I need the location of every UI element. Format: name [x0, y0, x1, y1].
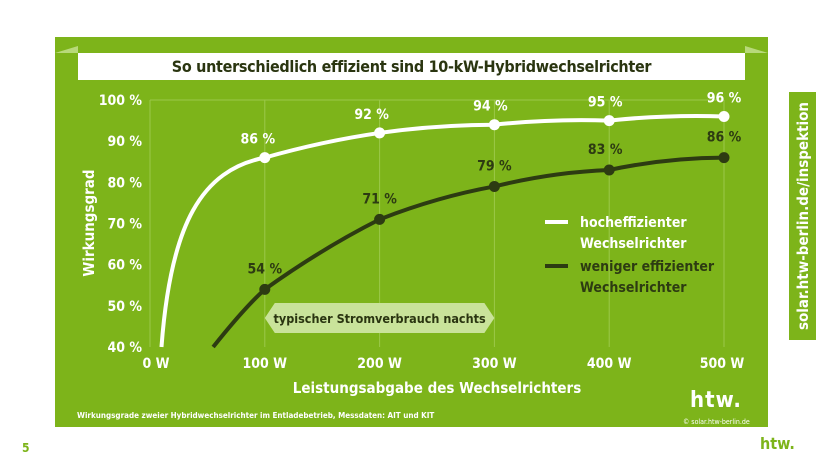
data-point [488, 180, 500, 192]
y-axis-label: Wirkungsgrad [80, 169, 98, 276]
data-point [259, 283, 271, 295]
banner-fold-left [55, 46, 78, 53]
data-point [374, 213, 386, 225]
y-tick-label: 60 % [107, 258, 142, 274]
data-label: 79 % [477, 158, 512, 174]
legend-label: Wechselrichter [580, 280, 687, 296]
x-tick-label: 200 W [357, 356, 402, 372]
legend-label: weniger effizienter [580, 259, 715, 275]
x-tick-label: 500 W [700, 356, 745, 372]
data-label: 96 % [707, 90, 742, 106]
legend-label: Wechselrichter [580, 236, 687, 252]
x-tick-label: 300 W [472, 356, 517, 372]
y-tick-label: 90 % [107, 134, 142, 150]
side-url[interactable]: solar.htw-berlin.de/inspektion [793, 101, 812, 331]
legend-label: hocheffizienter [580, 215, 687, 231]
footnote: Wirkungsgrade zweier Hybridwechselrichte… [77, 411, 435, 420]
chart-panel [55, 37, 768, 427]
banner-fold-right [745, 46, 768, 53]
x-tick-label: 400 W [587, 356, 632, 372]
data-point [603, 164, 615, 176]
data-label: 71 % [362, 191, 397, 207]
y-tick-label: 70 % [107, 217, 142, 233]
y-tick-label: 100 % [99, 93, 143, 109]
data-point [259, 152, 271, 164]
data-point [374, 127, 386, 139]
page-number: 5 [22, 441, 30, 455]
copyright: © solar.htw-berlin.de [683, 418, 750, 426]
data-label: 83 % [588, 142, 623, 158]
data-label: 86 % [707, 130, 742, 146]
x-axis-label: Leistungsabgabe des Wechselrichters [293, 379, 581, 397]
x-tick-label: 0 W [142, 356, 169, 372]
y-tick-label: 50 % [107, 299, 142, 315]
annotation-box [264, 303, 495, 333]
y-tick-label: 40 % [107, 340, 142, 356]
chart-title: So unterschiedlich effizient sind 10-kW-… [78, 53, 745, 80]
data-point [718, 152, 730, 164]
data-point [603, 115, 615, 127]
data-point [488, 119, 500, 131]
annotation-label: typischer Stromverbrauch nachts [274, 311, 486, 326]
data-label: 86 % [241, 132, 276, 148]
data-label: 94 % [473, 99, 508, 115]
y-tick-label: 80 % [107, 175, 142, 191]
data-label: 92 % [354, 107, 389, 123]
data-label: 54 % [248, 261, 283, 277]
x-tick-label: 100 W [243, 356, 288, 372]
data-label: 95 % [588, 95, 623, 111]
data-point [718, 110, 730, 122]
htw-logo-small: htw. [760, 434, 795, 453]
htw-logo: htw. [690, 388, 742, 413]
side-url-box[interactable]: solar.htw-berlin.de/inspektion [789, 92, 816, 340]
